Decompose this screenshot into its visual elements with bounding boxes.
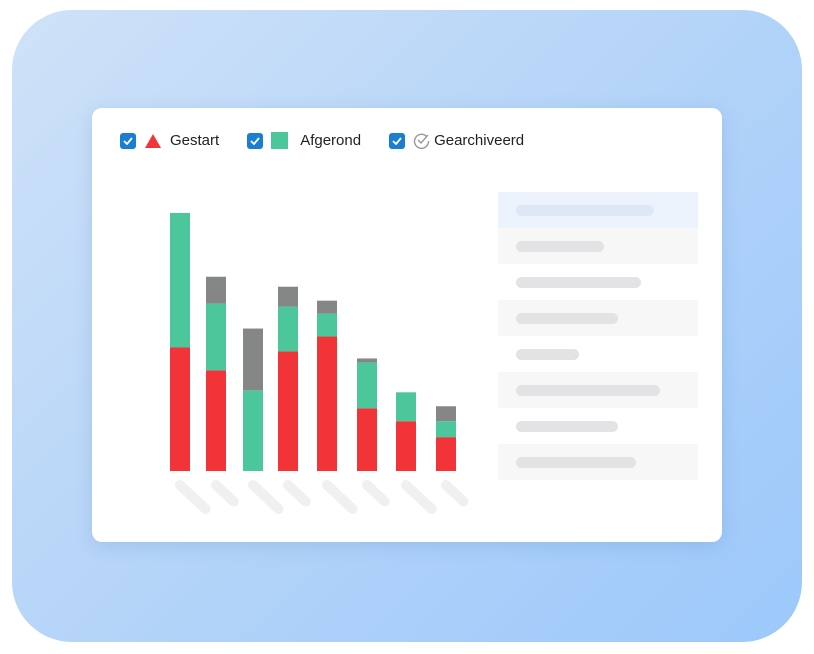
chart-card: Gestart Afgerond Gearchiveerd: [92, 108, 722, 542]
bar-segment-afgerond[interactable]: [317, 313, 337, 337]
legend-item-gestart[interactable]: Gestart: [120, 132, 219, 149]
bar-segment-gestart[interactable]: [436, 437, 456, 471]
legend-label: Gearchiveerd: [434, 132, 525, 149]
list-item[interactable]: [498, 192, 698, 228]
list-item[interactable]: [498, 228, 698, 264]
list-item[interactable]: [498, 300, 698, 336]
checkbox-checked-icon[interactable]: [247, 132, 264, 149]
bar-segment-gestart[interactable]: [357, 408, 377, 471]
square-icon: [271, 132, 289, 149]
bar-segment-afgerond[interactable]: [206, 303, 226, 371]
stacked-bar-chart: [170, 212, 469, 514]
bar-segment-gearchiveerd[interactable]: [317, 300, 337, 314]
bar-segment-gestart[interactable]: [278, 351, 298, 471]
triangle-icon: [144, 133, 162, 149]
bar-segment-gestart[interactable]: [206, 370, 226, 471]
bar-segment-gearchiveerd[interactable]: [243, 328, 263, 391]
checkbox-checked-icon[interactable]: [120, 132, 136, 149]
placeholder-list: [498, 192, 698, 480]
check-circle-icon: [413, 132, 430, 149]
checkbox-checked-icon[interactable]: [389, 132, 406, 149]
x-tick-label-placeholder: [362, 480, 390, 507]
bar-segment-afgerond[interactable]: [436, 421, 456, 438]
list-item[interactable]: [498, 444, 698, 480]
bar-segment-afgerond[interactable]: [170, 212, 190, 348]
x-tick-label-placeholder: [283, 480, 311, 507]
bar-segment-gestart[interactable]: [317, 336, 337, 471]
list-item[interactable]: [498, 336, 698, 372]
bar-segment-afgerond[interactable]: [278, 306, 298, 352]
bar-segment-gearchiveerd[interactable]: [357, 358, 377, 363]
x-tick-label-placeholder: [401, 480, 437, 514]
bar-segment-afgerond[interactable]: [243, 390, 263, 471]
legend-label: Afgerond: [300, 132, 362, 149]
bar-segment-gestart[interactable]: [396, 421, 416, 471]
legend: Gestart Afgerond Gearchiveerd: [120, 132, 552, 149]
bar-segment-afgerond[interactable]: [357, 362, 377, 409]
list-item[interactable]: [498, 264, 698, 300]
list-item[interactable]: [498, 408, 698, 444]
x-tick-label-placeholder: [322, 480, 358, 514]
x-tick-label-placeholder: [248, 480, 284, 514]
legend-item-gearchiveerd[interactable]: Gearchiveerd: [389, 132, 524, 149]
x-tick-label-placeholder: [211, 480, 239, 507]
list-item[interactable]: [498, 372, 698, 408]
x-tick-label-placeholder: [175, 480, 211, 514]
legend-item-afgerond[interactable]: Afgerond: [247, 132, 361, 149]
bar-segment-gearchiveerd[interactable]: [206, 276, 226, 304]
legend-label: Gestart: [170, 132, 220, 149]
x-tick-label-placeholder: [441, 480, 469, 507]
bar-segment-gearchiveerd[interactable]: [278, 286, 298, 307]
bar-segment-gearchiveerd[interactable]: [436, 406, 456, 422]
bar-segment-afgerond[interactable]: [396, 392, 416, 422]
bar-segment-gestart[interactable]: [170, 347, 190, 471]
